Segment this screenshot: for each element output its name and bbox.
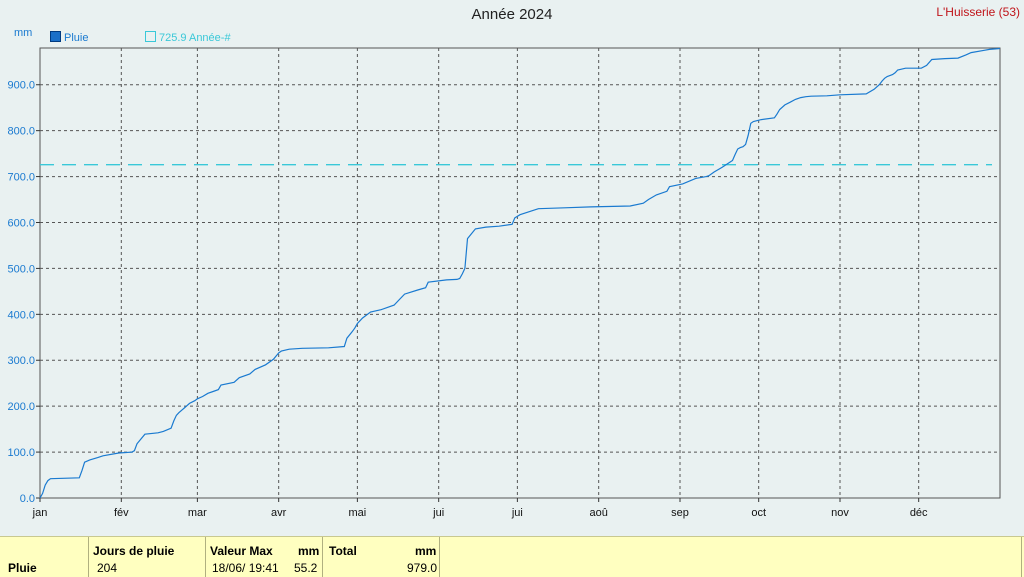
y-tick-label: 400.0	[7, 309, 35, 321]
summary-row-label: Pluie	[8, 561, 37, 575]
total-unit: mm	[415, 544, 437, 558]
x-tick-label: nov	[831, 507, 849, 519]
y-tick-label: 900.0	[7, 80, 35, 92]
y-tick-label: 300.0	[7, 355, 35, 367]
station-name: L'Huisserie (53)	[936, 5, 1020, 19]
plot-area	[39, 47, 1001, 499]
grid	[40, 48, 1000, 498]
x-tick-label: jui	[511, 507, 523, 519]
valmax-unit: mm	[298, 544, 320, 558]
summary-cell-jours: Jours de pluie 204	[89, 537, 206, 577]
legend-item-pluie[interactable]: Pluie	[50, 31, 88, 44]
legend-label-pluie: Pluie	[64, 32, 89, 44]
rain-cumulative-chart: 0.0 100.0 200.0 300.0 400.0 500.0 600.0 700.0 80…	[7, 47, 1001, 519]
legend-label-annee: 725.9 Année-#	[159, 32, 231, 44]
x-tick-label: mai	[349, 507, 367, 519]
series-line-pluie	[39, 47, 1001, 499]
y-tick-label: 700.0	[7, 172, 35, 184]
summary-cell-empty	[440, 537, 1022, 577]
y-tick-label: 600.0	[7, 217, 35, 229]
y-tick-label: 800.0	[7, 126, 35, 138]
total-header: Total	[329, 544, 357, 558]
series-group	[39, 47, 1001, 499]
jours-value: 204	[97, 561, 118, 575]
legend-swatch-pluie	[50, 31, 61, 42]
summary-cell-valmax: Valeur Max mm 18/06/ 19:41 55.2	[206, 537, 323, 577]
x-tick-label: avr	[271, 507, 287, 519]
y-tick-label: 100.0	[7, 447, 35, 459]
summary-cell-label: Pluie	[0, 537, 89, 577]
chart-title: Année 2024	[471, 6, 553, 23]
y-axis-unit: mm	[14, 27, 33, 39]
x-tick-label: jan	[32, 507, 48, 519]
legend-item-annee[interactable]: 725.9 Année-#	[145, 31, 231, 44]
legend-swatch-annee	[145, 31, 156, 42]
y-tick-label: 0.0	[20, 493, 35, 505]
jours-header: Jours de pluie	[93, 544, 175, 558]
summary-table: Pluie Jours de pluie 204 Valeur Max mm 1…	[0, 536, 1024, 577]
x-tick-label: oct	[751, 507, 766, 519]
y-tick-label: 500.0	[7, 263, 35, 275]
x-tick-label: jui	[432, 507, 444, 519]
valmax-value: 55.2	[294, 561, 318, 575]
x-tick-label: mar	[188, 507, 207, 519]
total-value: 979.0	[407, 561, 438, 575]
valmax-date: 18/06/ 19:41	[212, 561, 279, 575]
x-axis: jan fév mar avr mai jui jui aoû sep oct nov déc	[32, 498, 928, 519]
x-tick-label: sep	[671, 507, 689, 519]
summary-cell-total: Total mm 979.0	[323, 537, 440, 577]
valmax-header: Valeur Max	[210, 544, 273, 558]
x-tick-label: fév	[114, 507, 129, 519]
y-tick-label: 200.0	[7, 401, 35, 413]
x-tick-label: déc	[910, 507, 928, 519]
x-tick-label: aoû	[590, 507, 608, 519]
y-axis: 0.0 100.0 200.0 300.0 400.0 500.0 600.0 700.0 80…	[7, 80, 40, 505]
